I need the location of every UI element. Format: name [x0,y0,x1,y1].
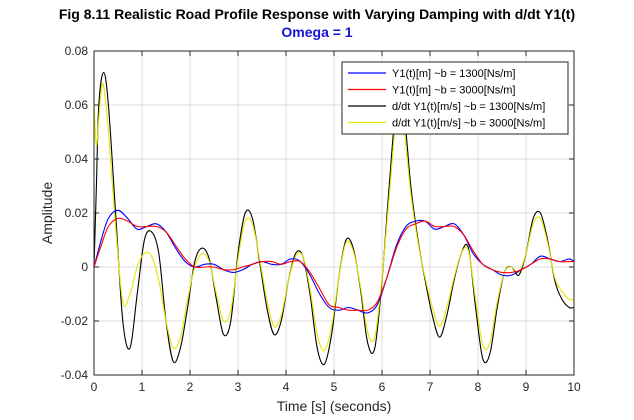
x-tick-label: 5 [331,380,338,394]
legend-entry-label: Y1(t)[m] ~b = 1300[Ns/m] [392,68,516,80]
series-line-dy1-b1300 [93,72,575,366]
chart-title: Fig 8.11 Realistic Road Profile Response… [58,6,576,22]
legend-entry-label: d/dt Y1(t)[m/s] ~b = 1300[Ns/m] [392,101,545,113]
legend-entry-label: d/dt Y1(t)[m/s] ~b = 3000[Ns/m] [392,118,545,130]
x-tick-label: 6 [379,380,386,394]
series-line-y1-b3000 [93,217,574,312]
x-axis-label: Time [s] (seconds) [277,398,392,414]
chart-subtitle: Omega = 1 [281,24,353,40]
x-tick-label: 9 [523,380,530,394]
x-tick-label: 1 [139,380,146,394]
x-tick-label: 7 [427,380,434,394]
x-tick-label: 2 [187,380,194,394]
legend: Y1(t)[m] ~b = 1300[Ns/m] Y1(t)[m] ~b = 30… [341,61,569,135]
legend-entry-label: Y1(t)[m] ~b = 3000[Ns/m] [392,85,516,97]
y-tick-label: 0.06 [65,98,89,112]
x-tick-label: 10 [567,380,581,394]
y-tick-label: -0.04 [61,368,89,382]
x-tick-label: 0 [91,380,98,394]
series-line-y1-b1300 [93,209,575,314]
y-tick-label: 0.02 [65,206,89,220]
tick-layer: 0 1 2 3 4 5 6 7 8 9 10 -0.04 -0.02 0 0.02 0.04 0.06 0.08 [61,44,581,394]
y-tick-label: -0.02 [61,314,89,328]
y-tick-label: 0.04 [65,152,89,166]
y-tick-label: 0 [81,260,88,274]
x-tick-label: 3 [235,380,242,394]
y-tick-label: 0.08 [65,44,89,58]
x-tick-label: 8 [475,380,482,394]
y-axis-label: Amplitude [39,182,55,244]
x-tick-label: 4 [283,380,290,394]
series-line-dy1-b3000 [93,82,575,352]
series-layer [93,72,575,366]
